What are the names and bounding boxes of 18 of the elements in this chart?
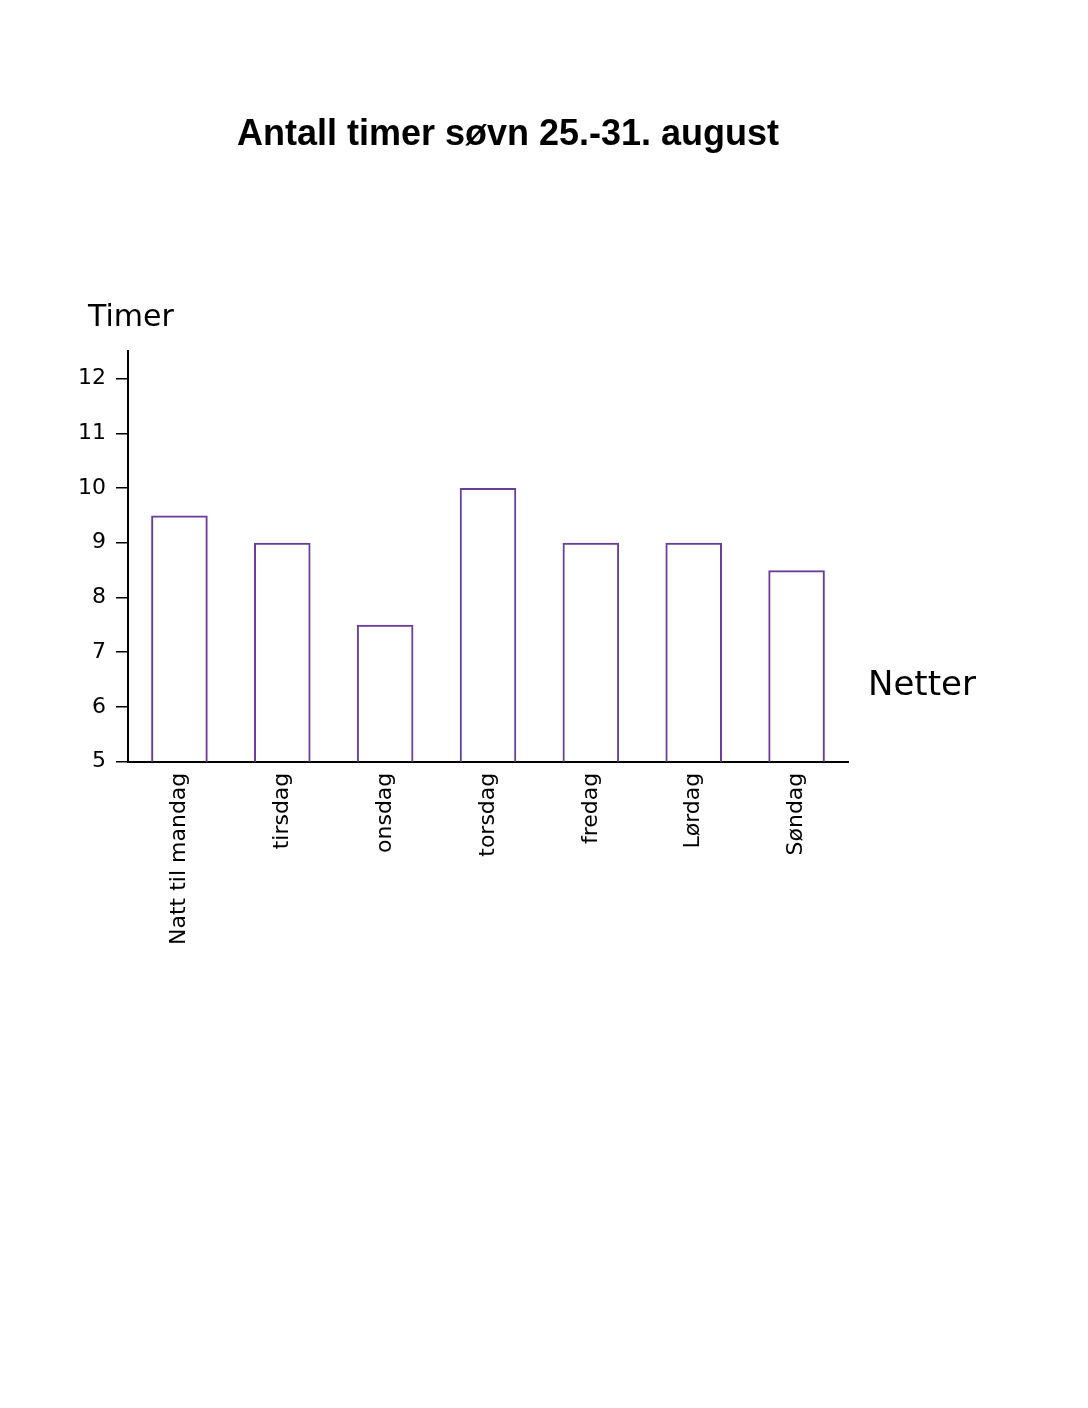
x-tick-label: onsdag bbox=[370, 772, 396, 853]
x-tick-label: fredag bbox=[576, 772, 602, 844]
x-tick-label: Lørdag bbox=[679, 772, 705, 849]
y-tick-label: 12 bbox=[77, 364, 106, 390]
y-tick-label: 10 bbox=[77, 473, 106, 499]
y-axis-title: Timer bbox=[88, 298, 174, 333]
y-tick-label: 9 bbox=[91, 528, 106, 554]
x-tick-label: tirsdag bbox=[268, 772, 293, 850]
y-tick-label: 5 bbox=[91, 747, 106, 773]
y-tick-label: 6 bbox=[91, 692, 106, 718]
chart-title: Antall timer søvn 25.-31. august bbox=[235, 112, 781, 154]
x-tick-label: torsdag bbox=[473, 772, 499, 857]
y-tick-label: 8 bbox=[91, 583, 106, 609]
y-tick-label: 11 bbox=[77, 419, 106, 445]
x-tick-label: Søndag bbox=[782, 772, 808, 856]
x-axis-title: Netter bbox=[868, 663, 976, 703]
y-tick-label: 7 bbox=[91, 637, 106, 663]
x-tick-label: Natt til mandag bbox=[165, 772, 191, 945]
